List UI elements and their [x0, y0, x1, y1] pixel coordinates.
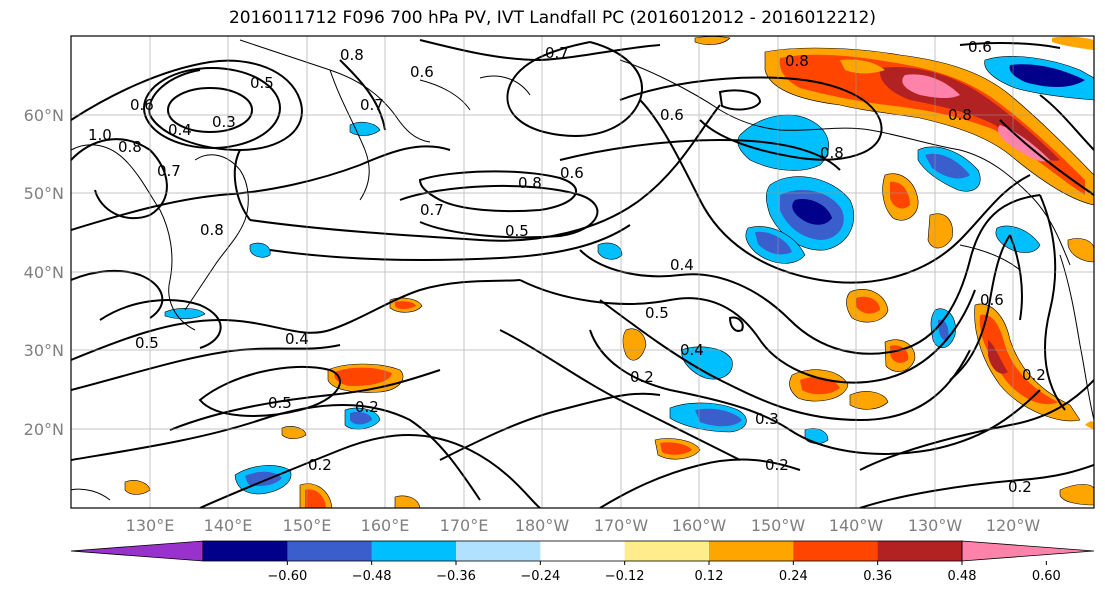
contour-label: 0.5	[268, 394, 292, 412]
contour-label: 0.6	[980, 291, 1004, 309]
lon-label-170e: 170°E	[440, 516, 489, 535]
contour-label: 0.8	[340, 46, 364, 64]
colorbar-extend-high	[961, 540, 1095, 562]
colorbar-segment	[793, 541, 879, 561]
colorbar-segment	[287, 541, 373, 561]
coastlines	[71, 39, 1094, 501]
contour-label: 0.8	[785, 52, 809, 70]
contour-label: 0.6	[560, 164, 584, 182]
contour-label: 0.5	[645, 304, 669, 322]
lon-label-140w: 140°W	[829, 516, 884, 535]
contour-label: 0.5	[250, 74, 274, 92]
colorbar-tick-label: 0.48	[948, 569, 977, 584]
contour-label: 0.2	[1008, 478, 1032, 496]
contour-labels: 0.6 0.7 0.8 0.6 0.5 0.4 0.3 1.0 0.8 0.7 …	[88, 38, 1046, 496]
contour-label: 0.7	[360, 96, 384, 114]
lon-label-120w: 120°W	[986, 516, 1041, 535]
colorbar-tick-label: −0.60	[267, 569, 307, 584]
contour-label: 0.4	[670, 256, 694, 274]
contour-label: 0.6	[410, 63, 434, 81]
lon-label-150w: 150°W	[751, 516, 806, 535]
lat-label-20n: 20°N	[24, 420, 64, 439]
contour-label: 0.5	[505, 222, 529, 240]
contour-label: 0.6	[968, 38, 992, 56]
contour-label: 0.2	[308, 456, 332, 474]
contour-label: 0.4	[168, 121, 192, 139]
contour-label: 0.6	[660, 106, 684, 124]
lon-label-160e: 160°E	[361, 516, 410, 535]
contour-label: 0.2	[630, 368, 654, 386]
colorbar-tick-label: −0.48	[352, 569, 392, 584]
contour-label: 0.4	[680, 341, 704, 359]
contour-label: 0.4	[285, 330, 309, 348]
lon-label-140e: 140°E	[204, 516, 253, 535]
lat-label-60n: 60°N	[24, 106, 64, 125]
contour-label: 0.2	[355, 398, 379, 416]
colorbar-tick-label: −0.36	[436, 569, 476, 584]
contour-label: 0.7	[545, 44, 569, 62]
lon-label-180w: 180°W	[515, 516, 570, 535]
colorbar-outline	[202, 540, 963, 562]
contour-label: 0.2	[765, 456, 789, 474]
colorbar-segment	[540, 541, 626, 561]
map-title: 2016011712 F096 700 hPa PV, IVT Landfall…	[228, 8, 876, 28]
colorbar-tick-label: −0.24	[520, 569, 560, 584]
contour-label: 0.5	[135, 334, 159, 352]
latitude-labels: 60°N 50°N 40°N 30°N 20°N	[24, 106, 64, 439]
colorbar-tick-label: −0.12	[605, 569, 645, 584]
colorbar-extend-low	[70, 540, 204, 562]
contour-label: 0.8	[820, 144, 844, 162]
longitude-labels: 130°E 140°E 150°E 160°E 170°E 180°W 170°…	[126, 516, 1041, 535]
contour-label: 0.8	[948, 106, 972, 124]
map-frame	[70, 35, 1095, 509]
colorbar-segment	[877, 541, 963, 561]
lon-label-160w: 160°W	[672, 516, 727, 535]
contour-label: 0.7	[157, 162, 181, 180]
contour-label: 1.0	[88, 126, 112, 144]
colorbar: −0.60 −0.48 −0.36 −0.24 −0.12 0.12 0.24 0.36 0.4…	[70, 540, 1095, 584]
lon-label-150e: 150°E	[283, 516, 332, 535]
contour-label: 0.3	[755, 410, 779, 428]
contour-label: 0.8	[518, 174, 542, 192]
lat-label-40n: 40°N	[24, 263, 64, 282]
lon-label-130w: 130°W	[908, 516, 963, 535]
colorbar-segment	[456, 541, 541, 561]
colorbar-segment	[203, 541, 288, 561]
lat-label-30n: 30°N	[24, 341, 64, 360]
contour-label: 0.2	[1022, 366, 1046, 384]
colorbar-segment	[371, 541, 457, 561]
contour-label: 0.8	[118, 138, 142, 156]
lat-label-50n: 50°N	[24, 184, 64, 203]
contour-label: 0.3	[212, 113, 236, 131]
grid-lines	[71, 36, 1094, 508]
colorbar-tick-label: 0.60	[1032, 569, 1061, 584]
lon-label-170w: 170°W	[594, 516, 649, 535]
contour-label: 0.7	[420, 201, 444, 219]
colorbar-tick-label: 0.36	[863, 569, 892, 584]
colorbar-segment	[709, 541, 794, 561]
colorbar-tick-label: 0.12	[695, 569, 724, 584]
colorbar-segment	[624, 541, 710, 561]
lon-label-130e: 130°E	[126, 516, 175, 535]
colorbar-tick-label: 0.24	[779, 569, 808, 584]
contour-label: 0.6	[130, 96, 154, 114]
contour-label: 0.8	[200, 221, 224, 239]
